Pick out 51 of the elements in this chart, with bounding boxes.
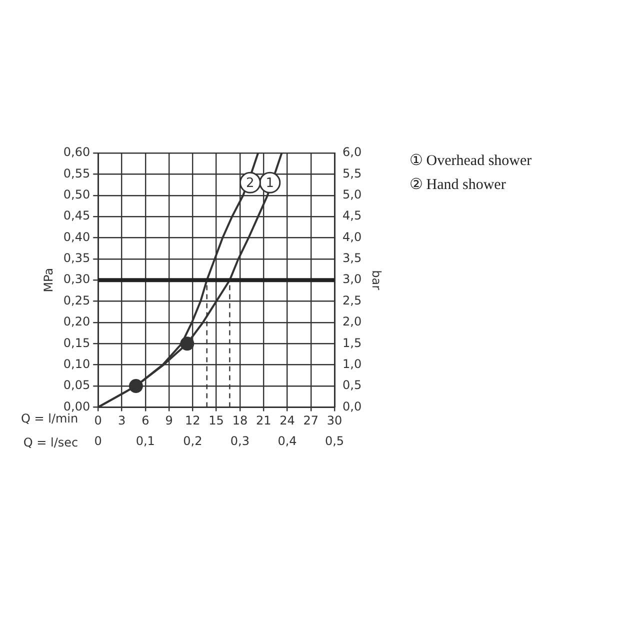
x2-axis-title: Q = l/sec — [23, 436, 78, 450]
y2-tick-label: 0,0 — [342, 399, 362, 414]
x-tick-label: 24 — [280, 414, 295, 428]
x-tick-label: 21 — [256, 414, 272, 428]
annotation: 2 — [246, 176, 254, 192]
y2-tick-label: 3,5 — [342, 251, 362, 266]
x-tick-label: 3 — [118, 414, 126, 428]
text: ① Overhead shower — [410, 152, 532, 169]
x2-tick-label: 0,5 — [324, 434, 344, 448]
y-tick-label: 0,30 — [63, 272, 90, 286]
y-tick-label: 0,20 — [63, 314, 90, 329]
y2-tick-label: 5,5 — [342, 166, 362, 180]
y2-tick-label: 6,0 — [342, 145, 362, 160]
y2-tick-label: 4,0 — [342, 230, 362, 244]
y-tick-label: 0,10 — [63, 356, 90, 371]
y-tick-label: 0,05 — [63, 378, 90, 392]
y-tick-label: 0,25 — [63, 293, 90, 308]
text: ② Hand shower — [410, 176, 506, 193]
y-axis-title: MPa — [41, 268, 56, 292]
x2-tick-label: 0,1 — [136, 434, 155, 448]
x2-tick-label: 0 — [94, 434, 102, 448]
y-tick-label: 0,00 — [63, 399, 90, 414]
x-tick-label: 30 — [326, 414, 342, 428]
x-tick-label: 27 — [303, 414, 319, 428]
x-axis-title: Q = l/min — [20, 411, 78, 426]
x-tick-label: 9 — [165, 414, 173, 428]
x2-tick-label: 0,2 — [183, 434, 202, 448]
y2-tick-label: 1,0 — [342, 356, 362, 371]
y-tick-label: 0,55 — [63, 166, 90, 180]
y-tick-label: 0,35 — [63, 251, 90, 266]
x2-tick-label: 0,4 — [278, 434, 297, 448]
x-tick-label: 6 — [142, 414, 150, 428]
y2-tick-label: 3,0 — [342, 272, 362, 286]
y2-axis-title: bar — [370, 270, 384, 290]
y2-tick-label: 0,5 — [342, 378, 362, 392]
y-tick-label: 0,60 — [63, 145, 90, 160]
x-tick-label: 18 — [232, 414, 248, 428]
annotation: 1 — [266, 176, 274, 192]
y2-tick-label: 1,5 — [342, 336, 362, 350]
y2-tick-label: 2,5 — [342, 293, 362, 308]
y-tick-label: 0,45 — [63, 208, 90, 223]
x-tick-label: 15 — [208, 414, 224, 428]
y2-tick-label: 4,5 — [342, 208, 362, 223]
x-tick-label: 12 — [185, 414, 200, 428]
y2-tick-label: 5,0 — [342, 187, 362, 202]
x2-tick-label: 0,3 — [230, 434, 250, 448]
y2-tick-label: 2,0 — [342, 314, 362, 329]
y-tick-label: 0,40 — [63, 230, 90, 244]
y-tick-label: 0,15 — [63, 336, 90, 350]
y-tick-label: 0,50 — [63, 187, 90, 202]
x-tick-label: 0 — [94, 414, 102, 428]
